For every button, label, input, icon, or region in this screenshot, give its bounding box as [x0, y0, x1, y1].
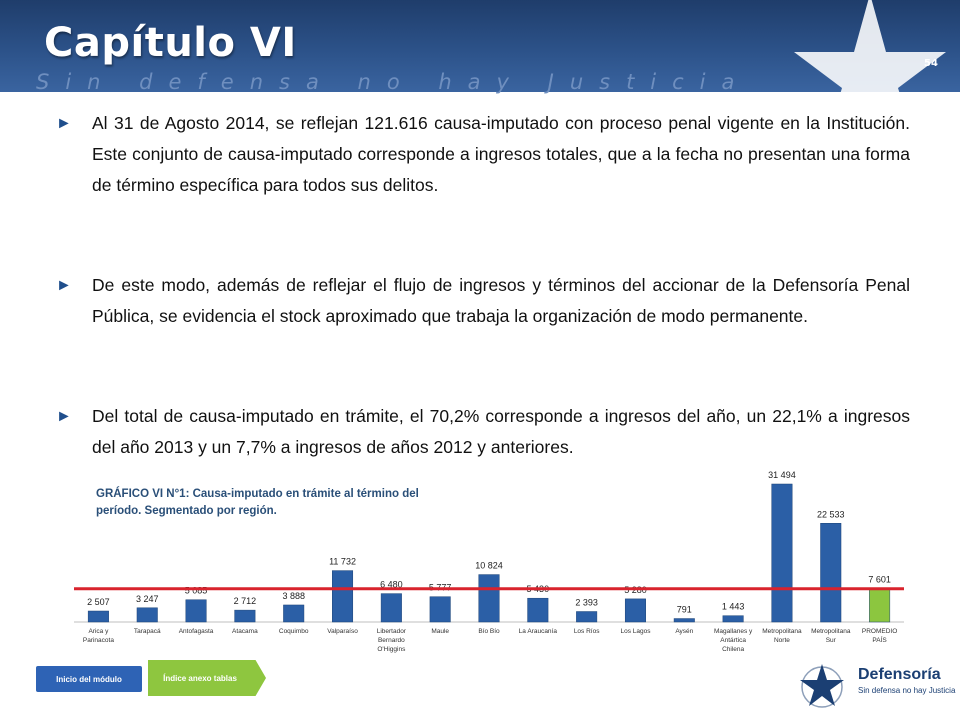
bar-value-label: 791 [677, 605, 692, 615]
bullet-text: De este modo, además de reflejar el fluj… [92, 275, 910, 326]
bar [624, 598, 646, 623]
bar [869, 588, 891, 623]
category-label: Aysén [675, 628, 693, 635]
page-number: 54 [924, 58, 938, 69]
category-label: Valparaíso [327, 628, 358, 635]
bar-value-label: 7 601 [868, 575, 891, 585]
bar-value-label: 11 732 [329, 557, 356, 567]
arrow-bullet-icon: ► [56, 115, 72, 132]
category-label: Parinacota [83, 637, 114, 644]
inicio-modulo-label: Inicio del módulo [56, 674, 122, 684]
category-label: Los Ríos [574, 628, 600, 635]
bar-value-label: 3 247 [136, 594, 159, 604]
category-label: Antártica [720, 637, 746, 644]
bar-value-label: 22 533 [817, 509, 845, 519]
category-label: Norte [774, 637, 790, 644]
bar-value-label: 2 712 [234, 596, 257, 606]
logo-name: Defensoría [858, 666, 941, 683]
bullet-item: ► Del total de causa-imputado en trámite… [56, 401, 910, 463]
star-icon [794, 0, 946, 140]
category-label: Chilena [722, 646, 744, 653]
arrow-bullet-icon: ► [56, 277, 72, 294]
bar [478, 574, 500, 623]
category-label: Antofagasta [179, 628, 214, 635]
bar [722, 615, 744, 623]
indice-anexo-label: Índice anexo tablas [163, 673, 237, 683]
category-label: Atacama [232, 628, 258, 635]
bar-value-label: 6 480 [380, 580, 403, 590]
bar-chart: 2 507 Arica y Parinacota 3 247 Tarapacá 5 085… [74, 470, 904, 653]
category-label: O'Higgins [377, 646, 406, 653]
bar-value-label: 5 085 [185, 586, 208, 596]
bar [527, 597, 549, 623]
bar-value-label: 10 824 [475, 561, 503, 571]
bar [136, 607, 158, 623]
category-label: La Araucanía [519, 628, 558, 635]
bar-value-label: 1 443 [722, 602, 745, 612]
chart-title: GRÁFICO VI N°1: Causa-imputado en trámit… [96, 488, 419, 517]
bar [332, 570, 354, 623]
bar-value-label: 31 494 [768, 470, 796, 480]
bullet-text: Del total de causa-imputado en trámite, … [92, 406, 910, 457]
bar [820, 523, 842, 623]
category-label: Bernardo [378, 637, 405, 644]
bar [576, 611, 598, 623]
arrow-bullet-icon: ► [56, 408, 72, 425]
bar [429, 596, 451, 623]
bar [234, 609, 256, 623]
bar [185, 599, 207, 623]
bullet-item: ► Al 31 de Agosto 2014, se reflejan 121.… [56, 108, 910, 201]
header-banner [0, 0, 960, 140]
category-label: Los Lagos [620, 628, 651, 635]
bullet-text: Al 31 de Agosto 2014, se reflejan 121.61… [92, 113, 910, 195]
bar-value-label: 3 888 [282, 591, 305, 601]
category-label: Maule [431, 628, 449, 635]
page-subtitle: Sin defensa no hay Justicia [36, 70, 751, 94]
category-label: PROMEDIO [862, 628, 897, 635]
category-label: Coquimbo [279, 628, 309, 635]
category-label: Arica y [88, 628, 109, 635]
defensoria-logo [800, 664, 844, 708]
inicio-modulo-button[interactable]: Inicio del módulo [36, 666, 142, 692]
category-label: Sur [826, 637, 837, 644]
indice-anexo-button[interactable]: Índice anexo tablas [148, 660, 266, 696]
page-title: Capítulo VI [44, 20, 297, 66]
bar [87, 610, 109, 623]
bar [283, 604, 305, 623]
bar-value-label: 2 507 [87, 597, 110, 607]
category-label: Libertador [377, 628, 407, 635]
category-label: Bío Bío [478, 628, 500, 635]
bar [673, 618, 695, 623]
bar-value-label: 2 393 [575, 598, 598, 608]
category-label: Magallanes y [714, 628, 753, 635]
category-label: Tarapacá [134, 628, 161, 635]
bullet-item: ► De este modo, además de reflejar el fl… [56, 270, 910, 332]
logo-tagline: Sin defensa no hay Justicia [858, 686, 956, 695]
category-label: Metropolitana [811, 628, 851, 635]
category-label: Metropolitana [762, 628, 802, 635]
bar [771, 483, 793, 623]
category-label: PAÍS [872, 635, 887, 644]
bar [380, 593, 402, 623]
